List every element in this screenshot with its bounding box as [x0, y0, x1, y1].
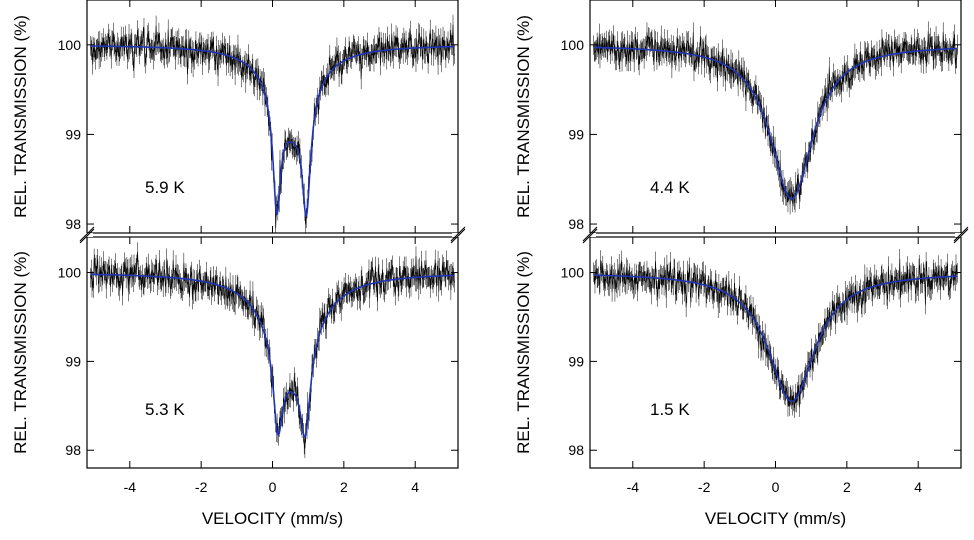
panel-top-left: 98 99 100 REL. TRANSMISSION (%) 5.9 K — [11, 0, 459, 234]
axis-break-mark — [450, 228, 466, 244]
y-axis-title: REL. TRANSMISSION (%) — [11, 251, 30, 454]
temperature-label: 4.4 K — [650, 178, 690, 197]
y-axis-title: REL. TRANSMISSION (%) — [514, 15, 533, 218]
x-tick-label: 2 — [843, 479, 851, 495]
axis-break-mark — [450, 226, 466, 242]
y-tick-label: 100 — [58, 37, 82, 53]
axis-break-mark — [582, 228, 598, 244]
panel-top-right: 98 99 100 REL. TRANSMISSION (%) 4.4 K — [514, 0, 962, 234]
x-tick-label: 2 — [340, 479, 348, 495]
fit-curve — [593, 274, 958, 403]
data-error-bars — [90, 242, 455, 459]
axis-break-mark — [953, 226, 969, 242]
fit-curve — [90, 45, 455, 217]
y-tick-label: 99 — [568, 353, 584, 369]
temperature-label: 5.9 K — [145, 178, 185, 197]
y-tick-label: 98 — [568, 442, 584, 458]
y-tick-label: 98 — [65, 442, 81, 458]
axis-break-mark — [79, 226, 95, 242]
x-tick-label: -2 — [195, 479, 208, 495]
x-tick-label: 4 — [914, 479, 922, 495]
y-tick-label: 100 — [561, 265, 585, 281]
axis-breaks-layer — [79, 226, 969, 244]
fit-curve — [90, 273, 455, 439]
axis-break-gap — [955, 233, 967, 237]
data-series — [593, 31, 958, 205]
y-axis-title: REL. TRANSMISSION (%) — [514, 251, 533, 454]
axis-break-mark — [79, 228, 95, 244]
y-tick-label: 99 — [65, 353, 81, 369]
axis-break-gap — [584, 233, 596, 237]
plot-area — [90, 14, 455, 233]
y-tick-label: 99 — [65, 126, 81, 142]
plot-area — [90, 242, 455, 459]
data-series — [90, 24, 455, 229]
axis-break-gap — [81, 233, 93, 237]
y-tick-label: 100 — [58, 265, 82, 281]
y-tick-label: 100 — [561, 37, 585, 53]
panel-bottom-right: -4 -2 0 2 4 98 99 100 REL. TRANSMISSION (%) VELOC… — [514, 236, 962, 528]
plot-area — [593, 249, 958, 418]
x-tick-label: -4 — [627, 479, 640, 495]
x-tick-label: 0 — [269, 479, 277, 495]
temperature-label: 5.3 K — [145, 400, 185, 419]
fit-curve — [593, 46, 958, 200]
x-tick-label: -2 — [698, 479, 711, 495]
y-tick-label: 98 — [65, 216, 81, 232]
x-tick-label: 4 — [411, 479, 419, 495]
axis-break-mark — [582, 226, 598, 242]
plot-area — [593, 21, 958, 215]
axis-break-mark — [953, 228, 969, 244]
temperature-label: 1.5 K — [650, 400, 690, 419]
axis-break-gap — [452, 233, 464, 237]
x-tick-label: -4 — [124, 479, 137, 495]
y-tick-label: 98 — [568, 216, 584, 232]
panel-bottom-left: -4 -2 0 2 4 98 99 100 REL. TRANSMISSION (%) VELOC… — [11, 236, 459, 528]
data-error-bars — [593, 249, 958, 418]
y-tick-label: 99 — [568, 126, 584, 142]
x-axis-title: VELOCITY (mm/s) — [202, 509, 343, 528]
x-tick-label: 0 — [772, 479, 780, 495]
x-axis-title: VELOCITY (mm/s) — [705, 509, 846, 528]
panels-layer: 98 99 100 REL. TRANSMISSION (%) 5.9 K 98 99 100… — [11, 0, 962, 528]
y-axis-title: REL. TRANSMISSION (%) — [11, 15, 30, 218]
